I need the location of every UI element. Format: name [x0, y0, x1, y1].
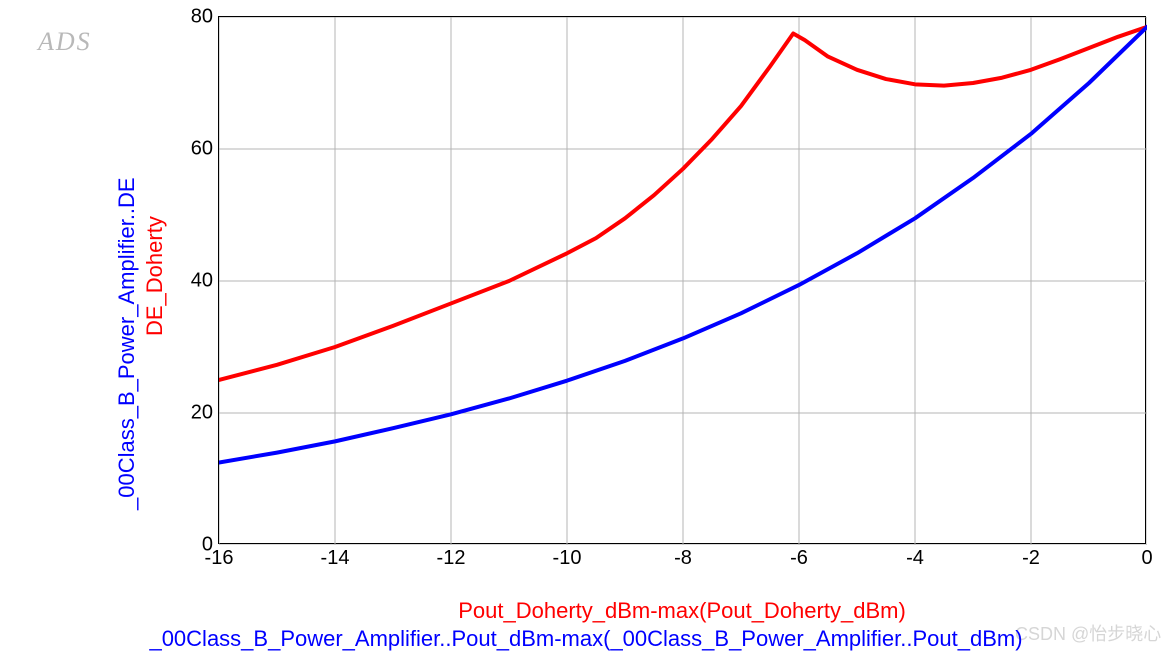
x-axis-label: Pout_Doherty_dBm-max(Pout_Doherty_dBm)	[458, 598, 906, 624]
ytick-label: 40	[191, 270, 213, 293]
chart-root: ADS 020406080-16-14-12-10-8-6-4-20 CSDN …	[0, 0, 1173, 665]
y-axis-label: _00Class_B_Power_Amplifier..DE	[114, 177, 140, 510]
ytick-label: 60	[191, 138, 213, 161]
xtick-label: -16	[205, 547, 234, 570]
plot-svg	[219, 17, 1147, 545]
y-axis-label: DE_Doherty	[142, 216, 168, 336]
xtick-label: -6	[790, 547, 808, 570]
xtick-label: -12	[437, 547, 466, 570]
xtick-label: 0	[1141, 547, 1152, 570]
xtick-label: -4	[906, 547, 924, 570]
xtick-label: -14	[321, 547, 350, 570]
xtick-label: -8	[674, 547, 692, 570]
watermark-csdn: CSDN @怡步晓心	[1015, 620, 1161, 646]
xtick-label: -2	[1022, 547, 1040, 570]
xtick-label: -10	[553, 547, 582, 570]
watermark-ads: ADS	[38, 27, 92, 57]
x-axis-label: _00Class_B_Power_Amplifier..Pout_dBm-max…	[149, 626, 1022, 652]
ytick-label: 80	[191, 6, 213, 29]
ytick-label: 20	[191, 402, 213, 425]
plot-area: 020406080-16-14-12-10-8-6-4-20	[218, 16, 1146, 544]
